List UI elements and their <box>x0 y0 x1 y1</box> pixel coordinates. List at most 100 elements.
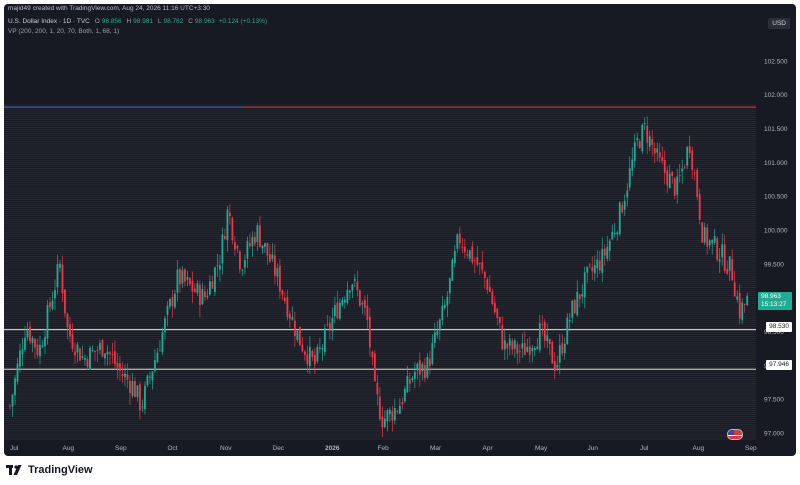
candle-body <box>266 242 269 256</box>
symbol-legend[interactable]: U.S. Dollar Index · 1D · TVC O 98.856 H 98… <box>8 18 267 25</box>
change-value: +0.124 (+0.13%) <box>218 18 268 25</box>
candle-body <box>254 236 256 244</box>
candle-body <box>381 416 384 428</box>
candle-body <box>521 343 524 349</box>
candle-body <box>341 299 344 305</box>
candle-body <box>476 257 479 265</box>
candle-body <box>351 284 354 291</box>
us-flag-icon[interactable] <box>727 429 743 440</box>
candle-body <box>413 371 416 379</box>
candle-body <box>738 292 741 319</box>
candle-body <box>226 209 229 241</box>
candle-body <box>99 343 101 350</box>
candle-body <box>493 302 496 313</box>
price-axis[interactable]: 102.500 102.000 101.500 101.000 100.500 100.0… <box>764 58 788 437</box>
candle-body <box>616 232 619 235</box>
candle-body <box>221 234 224 264</box>
candle-body <box>219 265 221 270</box>
candle-body <box>291 316 294 320</box>
candle-body <box>361 302 364 305</box>
candle-body <box>588 264 591 266</box>
candle-body <box>149 376 151 378</box>
x-tick-label: Aug <box>693 445 705 452</box>
chart-pane[interactable]: 102.500 102.000 101.500 101.000 100.500 100.0… <box>4 4 796 456</box>
low-label: L <box>157 18 162 25</box>
candle-body <box>728 256 731 271</box>
candle-body <box>618 202 621 235</box>
candle-body <box>528 346 531 356</box>
candle-body <box>426 357 429 378</box>
indicator-legend[interactable]: VP (200, 200, 1, 20, 70, Both, 1, 68, 1) <box>8 28 120 35</box>
candle-body <box>613 233 616 235</box>
candle-body <box>64 289 66 314</box>
candle-body <box>81 356 84 358</box>
candle-body <box>234 242 236 250</box>
candle-body <box>56 263 59 288</box>
candle-body <box>51 300 54 310</box>
candle-body <box>261 245 264 249</box>
candle-body <box>688 146 691 154</box>
candle-body <box>86 359 89 367</box>
x-tick-label: Oct <box>168 445 178 452</box>
y-tick-label: 100.000 <box>764 227 788 234</box>
candle-body <box>663 160 666 173</box>
candle-body <box>386 410 389 422</box>
candle-body <box>683 167 686 169</box>
candle-body <box>288 313 291 319</box>
candle-body <box>121 374 124 377</box>
candle-body <box>488 286 491 293</box>
currency-badge[interactable]: USD <box>768 18 790 29</box>
candle-body <box>174 293 176 308</box>
candle-body <box>166 305 169 315</box>
candle-body <box>691 150 694 170</box>
y-tick-label: 102.000 <box>764 92 788 99</box>
candle-body <box>278 265 281 292</box>
candle-body <box>401 402 404 405</box>
candle-body <box>41 345 44 348</box>
candle-body <box>501 325 504 350</box>
candle-body <box>34 338 36 348</box>
candle-body <box>648 136 651 147</box>
candle-body <box>191 280 194 292</box>
candle-body <box>671 171 674 176</box>
bar-countdown: 15:13:27 <box>761 301 787 308</box>
chart-canvas[interactable]: 102.500 102.000 101.500 101.000 100.500 100.0… <box>4 4 796 456</box>
candle-body <box>538 323 541 351</box>
candle-body <box>199 284 201 306</box>
candle-body <box>708 240 711 246</box>
candle-body <box>116 362 119 368</box>
candle-body <box>293 320 296 336</box>
candle-body <box>231 218 234 241</box>
candle-body <box>733 282 736 297</box>
candle-body <box>74 351 76 356</box>
candle-body <box>676 176 679 195</box>
candle-body <box>126 374 129 380</box>
candle-body <box>606 246 609 259</box>
candle-body <box>196 283 199 294</box>
candle-body <box>328 322 331 330</box>
candle-body <box>241 270 244 272</box>
candle-body <box>623 200 626 210</box>
candle-body <box>566 317 569 345</box>
candle-body <box>91 350 94 352</box>
candle-body <box>79 348 81 361</box>
footer-brand: TradingView <box>28 464 93 476</box>
candle-body <box>636 138 639 141</box>
candle-body <box>421 363 424 372</box>
symbol-name[interactable]: U.S. Dollar Index · 1D · TVC <box>8 18 90 25</box>
candle-body <box>31 337 34 343</box>
candle-body <box>249 243 251 246</box>
candle-body <box>161 331 164 353</box>
candle-body <box>348 290 351 293</box>
candle-body <box>358 290 361 306</box>
time-axis[interactable]: Jul Aug Sep Oct Nov Dec 2026 Feb Mar Apr May Jun Jul… <box>10 445 757 452</box>
candle-body <box>438 319 441 331</box>
candle-body <box>209 281 211 295</box>
candle-body <box>61 264 64 294</box>
candle-body <box>119 363 121 371</box>
candle-body <box>496 308 499 318</box>
candle-body <box>16 363 19 382</box>
candle-body <box>94 350 96 352</box>
low-value: 98.762 <box>163 18 184 25</box>
